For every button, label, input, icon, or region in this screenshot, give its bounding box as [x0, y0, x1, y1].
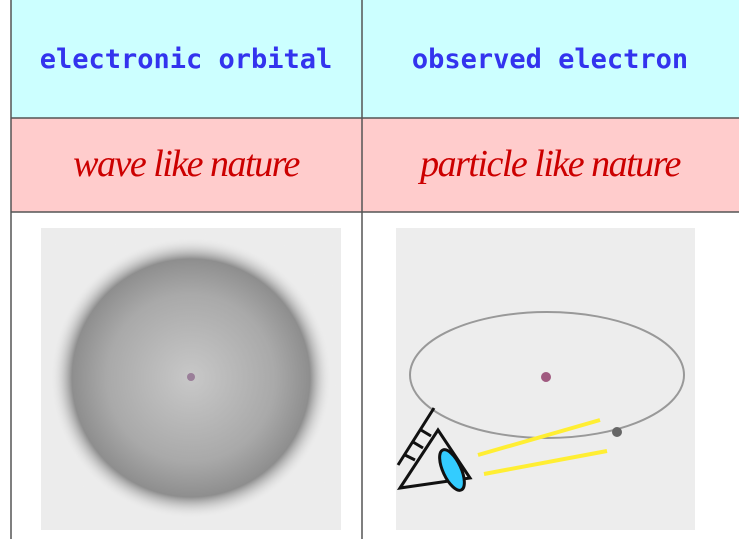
header-row: [11, 0, 739, 118]
observed-image: [396, 228, 695, 530]
orbital-image: [41, 228, 341, 530]
header-cell: observed electron: [412, 44, 688, 75]
nature-cell: wave like nature: [73, 143, 300, 185]
nature-cell: particle like nature: [417, 143, 681, 185]
grid: [10, 0, 739, 539]
nature-row: [11, 118, 739, 212]
header-cell: electronic orbital: [40, 44, 333, 75]
